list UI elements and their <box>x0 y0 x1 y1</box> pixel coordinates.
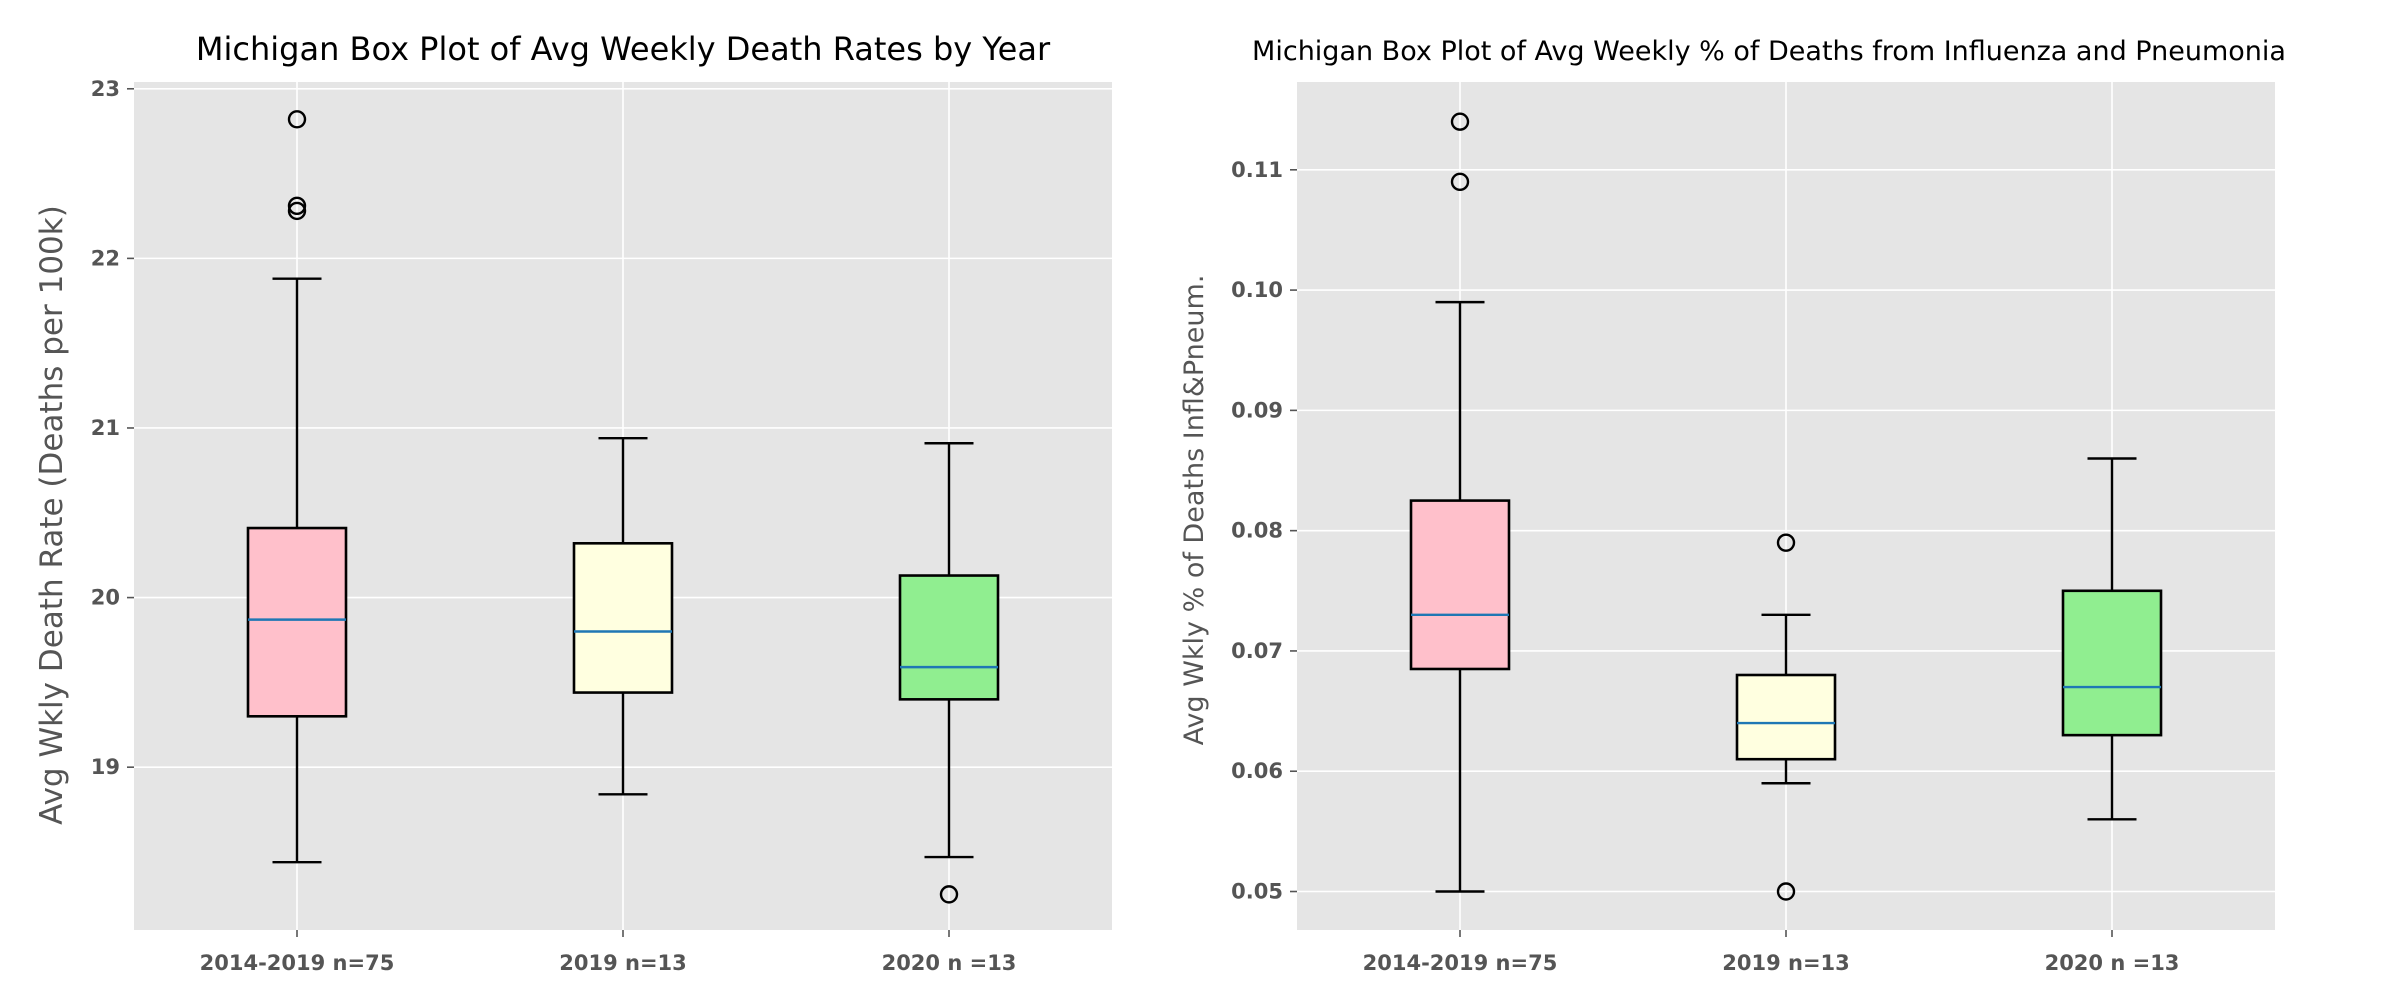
outlier-point <box>1450 112 1470 131</box>
y-axis-label: Avg Wkly Death Rate (Deaths per 100k) <box>34 205 70 825</box>
y-tick-label: 23 <box>91 77 120 101</box>
y-tick-label: 0.06 <box>1231 759 1283 783</box>
y-tick-label: 0.08 <box>1231 519 1283 543</box>
y-tick-label: 0.05 <box>1231 880 1283 904</box>
chart-title: Michigan Box Plot of Avg Weekly Death Ra… <box>196 30 1051 68</box>
y-tick-label: 0.09 <box>1231 398 1283 422</box>
y-axis-label: Avg Wkly % of Deaths Infl&Pneum. <box>1179 275 1210 746</box>
box-1 <box>1735 533 1837 901</box>
iqr-box <box>898 574 1000 701</box>
y-tick-label: 0.11 <box>1231 158 1283 182</box>
box-0 <box>1409 112 1511 893</box>
outlier-point <box>1450 172 1470 192</box>
x-tick-label: 2014-2019 n=75 <box>1363 951 1558 975</box>
y-tick-label: 20 <box>91 586 120 610</box>
iqr-box <box>1409 499 1511 671</box>
outlier-point <box>287 201 307 221</box>
iqr-box <box>572 542 674 694</box>
iqr-box <box>1735 673 1837 761</box>
outlier-point <box>287 110 307 129</box>
x-tick-label: 2019 n=13 <box>559 951 687 975</box>
y-tick-label: 0.10 <box>1231 278 1283 302</box>
x-tick-label: 2020 n =13 <box>882 951 1017 975</box>
y-tick-label: 21 <box>91 416 120 440</box>
outlier-point <box>939 885 959 904</box>
box-2 <box>898 442 1000 904</box>
box-0 <box>246 110 348 864</box>
outlier-point <box>1776 882 1796 901</box>
chart-title: Michigan Box Plot of Avg Weekly % of Dea… <box>1252 36 2286 67</box>
outlier-point <box>287 196 307 216</box>
box-2 <box>2061 457 2163 821</box>
x-tick-label: 2020 n =13 <box>2045 951 2180 975</box>
iqr-box <box>2061 589 2163 737</box>
influenza-pneumonia-box-plot: Michigan Box Plot of Avg Weekly % of Dea… <box>1179 36 2286 975</box>
x-tick-label: 2014-2019 n=75 <box>200 951 395 975</box>
iqr-box <box>246 526 348 718</box>
y-tick-label: 19 <box>91 755 120 779</box>
box-1 <box>572 436 674 796</box>
x-tick-label: 2019 n=13 <box>1722 951 1850 975</box>
y-tick-label: 22 <box>91 246 120 270</box>
outlier-point <box>1776 533 1796 552</box>
y-tick-label: 0.07 <box>1231 639 1283 663</box>
death-rate-box-plot: Michigan Box Plot of Avg Weekly Death Ra… <box>34 30 1112 975</box>
